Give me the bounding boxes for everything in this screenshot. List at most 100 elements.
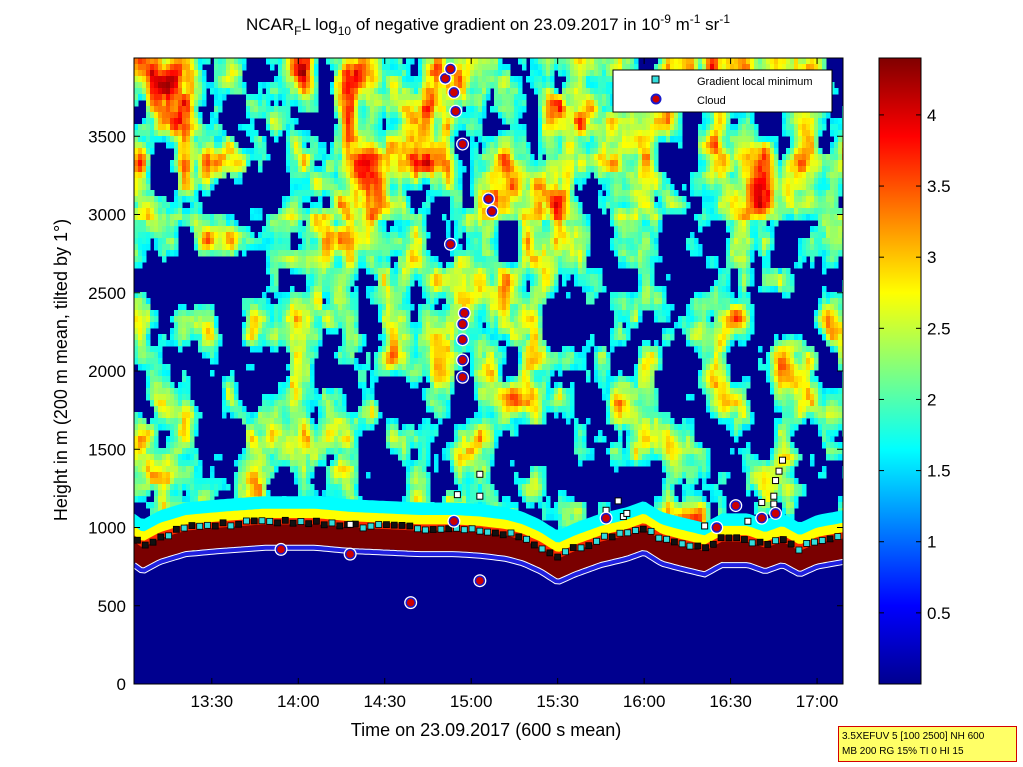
heatmap-cell — [286, 112, 291, 119]
heatmap-cell — [194, 64, 199, 71]
heatmap-cell — [374, 178, 379, 185]
heatmap-cell — [386, 130, 391, 137]
heatmap-cell — [418, 466, 423, 473]
heatmap-cell — [226, 160, 231, 167]
heatmap-cell — [174, 244, 179, 251]
heatmap-cell — [374, 118, 379, 125]
heatmap-cell — [190, 484, 195, 491]
heatmap-cell — [434, 160, 439, 167]
heatmap-cell — [430, 64, 435, 71]
heatmap-cell — [366, 154, 371, 161]
heatmap-cell — [442, 172, 447, 179]
heatmap-cell — [146, 304, 151, 311]
heatmap-cell — [418, 358, 423, 365]
heatmap-cell — [342, 58, 347, 65]
heatmap-cell — [182, 418, 187, 425]
heatmap-cell — [274, 448, 279, 455]
heatmap-cell — [458, 100, 463, 107]
heatmap-cell — [394, 190, 399, 197]
heatmap-cell — [258, 412, 263, 419]
heatmap-cell — [474, 70, 479, 77]
heatmap-cell — [314, 106, 319, 113]
heatmap-cell — [290, 202, 295, 209]
heatmap-cell — [426, 478, 431, 485]
heatmap-cell — [434, 112, 439, 119]
heatmap-cell — [258, 430, 263, 437]
heatmap-cell — [234, 400, 239, 407]
heatmap-cell — [138, 124, 143, 131]
heatmap-cell — [414, 340, 419, 347]
heatmap-cell — [294, 118, 299, 125]
heatmap-cell — [402, 124, 407, 131]
heatmap-cell — [438, 190, 443, 197]
heatmap-cell — [186, 496, 191, 503]
heatmap-cell — [186, 58, 191, 65]
heatmap-cell — [162, 466, 167, 473]
heatmap-cell — [298, 184, 303, 191]
heatmap-cell — [354, 166, 359, 173]
heatmap-cell — [302, 88, 307, 95]
heatmap-cell — [286, 202, 291, 209]
heatmap-cell — [394, 208, 399, 215]
heatmap-cell — [474, 130, 479, 137]
heatmap-cell — [286, 436, 291, 443]
heatmap-cell — [162, 238, 167, 245]
heatmap-cell — [174, 148, 179, 155]
heatmap-cell — [226, 64, 231, 71]
heatmap-cell — [134, 142, 139, 149]
heatmap-cell — [282, 406, 287, 413]
heatmap-cell — [430, 328, 435, 335]
heatmap-cell — [394, 226, 399, 233]
heatmap-cell — [210, 244, 215, 251]
heatmap-cell — [142, 316, 147, 323]
heatmap-cell — [194, 58, 199, 65]
heatmap-cell — [422, 202, 427, 209]
heatmap-cell — [318, 322, 323, 329]
heatmap-cell — [274, 454, 279, 461]
heatmap-cell — [454, 310, 459, 317]
heatmap-cell — [338, 190, 343, 197]
heatmap-cell — [138, 442, 143, 449]
heatmap-cell — [346, 292, 351, 299]
heatmap-cell — [438, 292, 443, 299]
heatmap-cell — [450, 196, 455, 203]
heatmap-cell — [442, 118, 447, 125]
heatmap-cell — [434, 412, 439, 419]
heatmap-cell — [462, 82, 467, 89]
heatmap-cell — [210, 112, 215, 119]
heatmap-cell — [194, 304, 199, 311]
heatmap-cell — [178, 124, 183, 131]
heatmap-cell — [286, 196, 291, 203]
heatmap-cell — [350, 274, 355, 281]
heatmap-cell — [350, 442, 355, 449]
heatmap-cell — [442, 346, 447, 353]
heatmap-cell — [286, 292, 291, 299]
heatmap-cell — [218, 340, 223, 347]
heatmap-cell — [146, 58, 151, 65]
heatmap-cell — [390, 418, 395, 425]
heatmap-cell — [282, 232, 287, 239]
heatmap-cell — [426, 436, 431, 443]
heatmap-cell — [294, 100, 299, 107]
heatmap-cell — [306, 64, 311, 71]
heatmap-cell — [182, 142, 187, 149]
heatmap-cell — [306, 370, 311, 377]
heatmap-cell — [286, 328, 291, 335]
heatmap-cell — [202, 76, 207, 83]
heatmap-cell — [434, 460, 439, 467]
heatmap-cell — [202, 166, 207, 173]
heatmap-cell — [162, 100, 167, 107]
heatmap-cell — [470, 484, 475, 491]
heatmap-cell — [134, 136, 139, 143]
heatmap-cell — [214, 454, 219, 461]
heatmap-cell — [386, 106, 391, 113]
heatmap-cell — [166, 370, 171, 377]
heatmap-cell — [182, 214, 187, 221]
heatmap-cell — [282, 382, 287, 389]
heatmap-cell — [410, 130, 415, 137]
heatmap-cell — [310, 292, 315, 299]
heatmap-cell — [150, 376, 155, 383]
heatmap-cell — [158, 136, 163, 143]
heatmap-cell — [254, 412, 259, 419]
heatmap-cell — [306, 214, 311, 221]
